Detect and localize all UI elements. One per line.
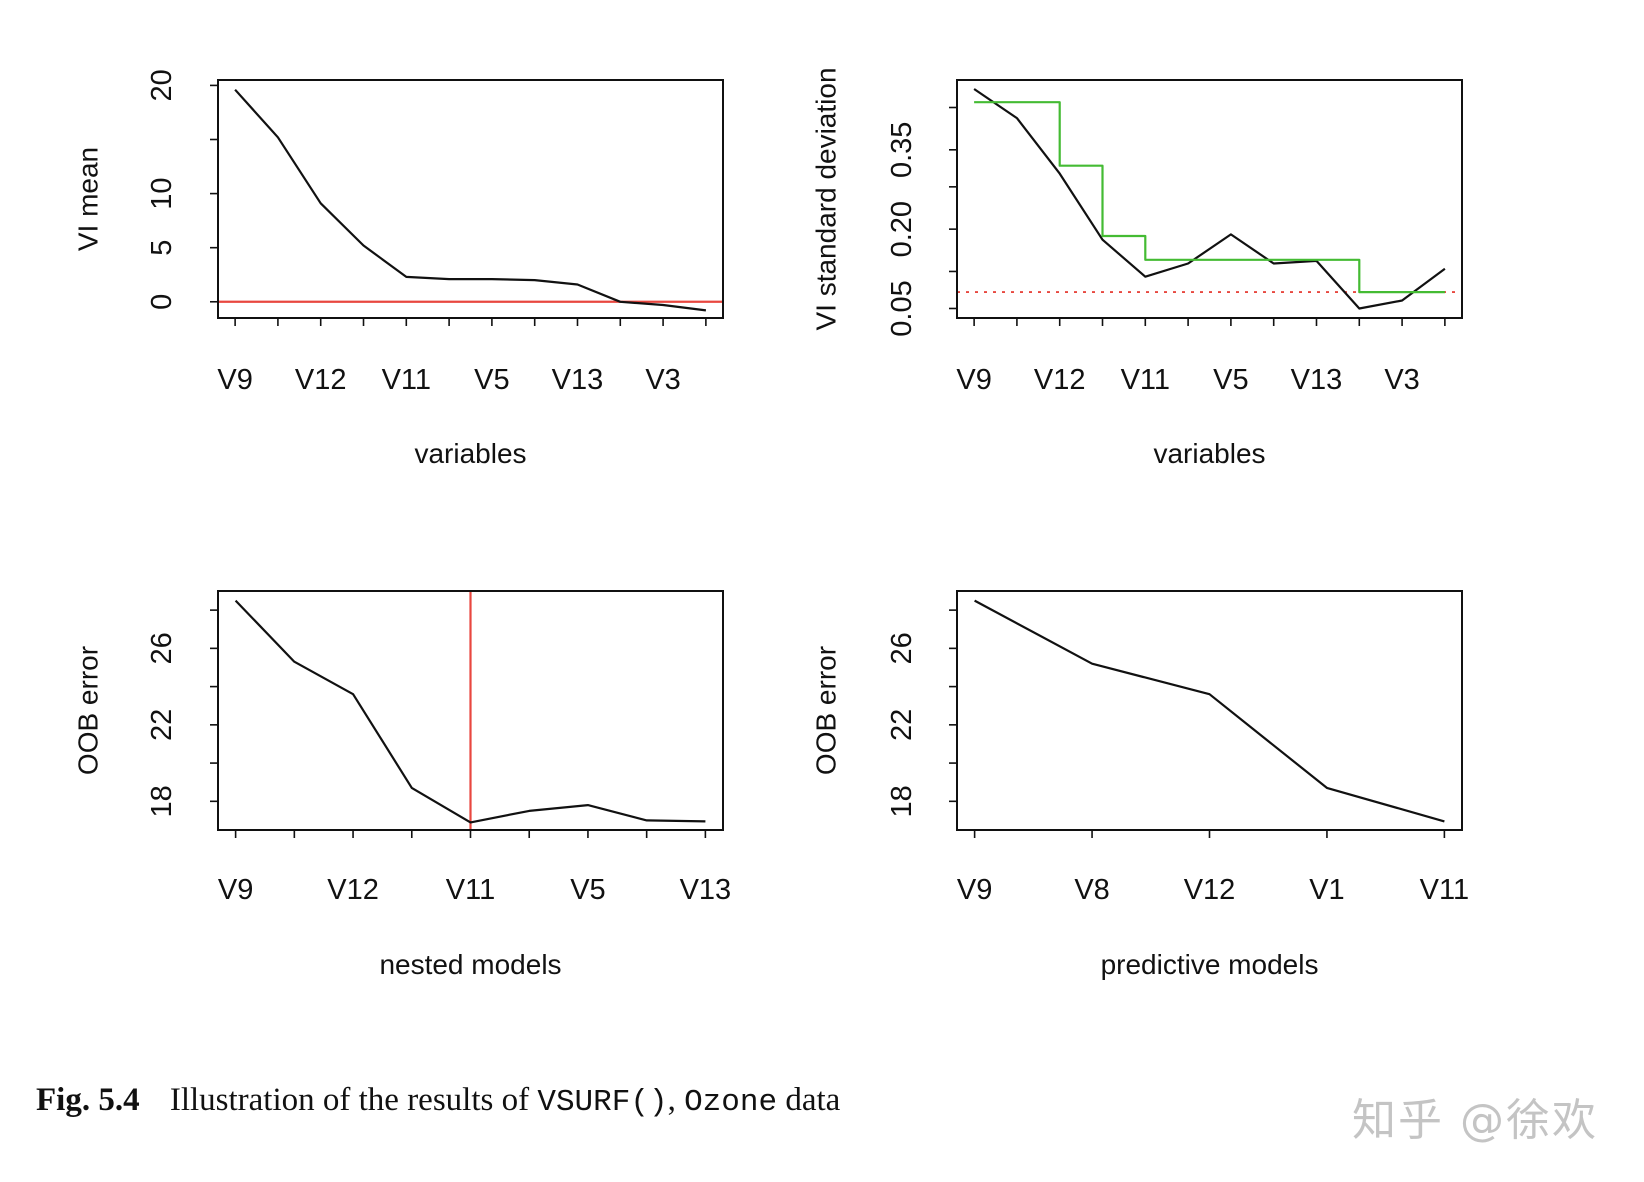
y-tick-label: 18 [886, 785, 918, 817]
figure-caption: Fig. 5.4 Illustration of the results of … [36, 1082, 840, 1120]
x-axis-title: variables [414, 438, 526, 469]
y-tick-label: 5 [146, 240, 178, 256]
x-tick-label: V5 [474, 364, 509, 396]
x-tick-label: V13 [552, 364, 604, 396]
x-axis-title: predictive models [1101, 949, 1319, 980]
series-line-main [973, 88, 1446, 310]
x-tick-label: V1 [1309, 874, 1344, 906]
x-tick-label: V11 [1121, 364, 1170, 396]
caption-label: Fig. 5.4 [36, 1082, 140, 1118]
x-tick-label: V13 [680, 874, 732, 906]
x-tick-label: V13 [1291, 364, 1343, 396]
x-tick-label: V12 [327, 874, 379, 906]
caption-dataset: Ozone [684, 1085, 778, 1120]
x-tick-label: V8 [1074, 874, 1109, 906]
caption-text-before: Illustration of the results of [169, 1082, 530, 1118]
watermark-text: 知乎 @徐欢 [1352, 1095, 1598, 1146]
x-tick-label: V11 [382, 364, 431, 396]
panel-vi-sd: V9 V12 V11 V5 V13 V3 0.05 0.20 0.35 variables VI s… [811, 67, 1463, 469]
y-tick-label: 20 [146, 69, 178, 101]
x-tick-label: V12 [295, 364, 347, 396]
y-axis-title: OOB error [73, 646, 104, 775]
series-line-main [974, 599, 1445, 823]
x-tick-label: V9 [218, 874, 253, 906]
x-tick-label: V3 [645, 364, 680, 396]
plot-frame [217, 79, 724, 319]
x-tick-label: V5 [570, 874, 605, 906]
x-tick-label: V11 [446, 874, 495, 906]
x-tick-label: V5 [1213, 364, 1248, 396]
y-tick-label: 0.05 [886, 280, 918, 336]
y-axis-title: OOB error [811, 646, 842, 775]
x-tick-label: V11 [1420, 874, 1469, 906]
panel-nested-models: V9 V12 V11 V5 V13 18 22 26 nested models OOB erro… [73, 590, 732, 980]
y-axis-title: VI standard deviation [811, 67, 842, 330]
x-tick-label: V12 [1184, 874, 1236, 906]
panel-vi-mean: V9 V12 V11 V5 V13 V3 0 5 10 20 variables VI mean [73, 69, 724, 469]
y-tick-label: 0.20 [886, 201, 918, 257]
caption-comma: , [667, 1082, 676, 1118]
y-tick-label: 0 [146, 294, 178, 310]
y-tick-label: 10 [146, 177, 178, 209]
series-line-main [234, 599, 706, 824]
y-axis-title: VI mean [73, 147, 104, 251]
y-tick-label: 0.35 [886, 122, 918, 178]
y-tick-label: 26 [886, 632, 918, 664]
x-tick-label: V3 [1384, 364, 1419, 396]
x-tick-label: V12 [1034, 364, 1086, 396]
series-line-step [974, 101, 1445, 294]
caption-function: VSURF() [537, 1085, 668, 1120]
y-tick-label: 22 [886, 709, 918, 741]
panel-predictive-models: V9 V8 V12 V1 V11 18 22 26 predictive models OOB e… [811, 590, 1469, 980]
y-tick-label: 26 [146, 632, 178, 664]
x-tick-label: V9 [957, 874, 992, 906]
plot-frame [956, 590, 1463, 831]
x-tick-label: V9 [956, 364, 991, 396]
series-line-main [234, 88, 707, 312]
plot-frame [956, 79, 1463, 319]
x-axis-title: variables [1153, 438, 1265, 469]
x-tick-label: V9 [217, 364, 252, 396]
caption-text-after: data [785, 1082, 841, 1118]
x-axis-title: nested models [379, 949, 561, 980]
y-tick-label: 18 [146, 785, 178, 817]
y-tick-label: 22 [146, 709, 178, 741]
